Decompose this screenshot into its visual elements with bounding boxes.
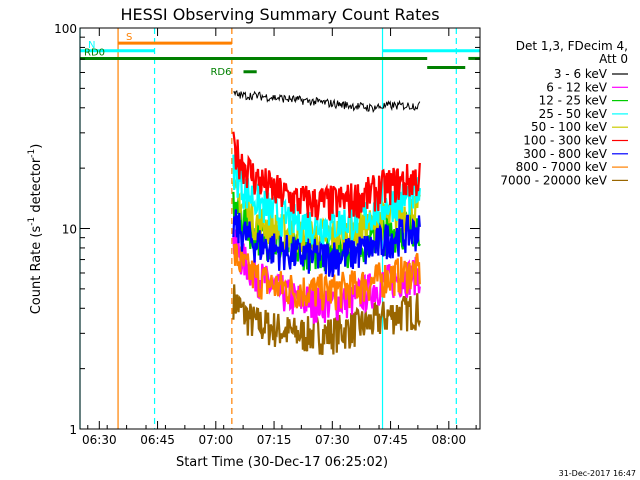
legend-label-8: 7000 - 20000 keV	[500, 173, 607, 187]
timestamp: 31-Dec-2017 16:47	[559, 469, 636, 478]
flag-label-rd0: RD0	[84, 47, 105, 58]
flag-label-s: S	[126, 32, 132, 43]
x-tick-label-1: 06:45	[140, 433, 175, 447]
legend-label-1: 6 - 12 keV	[546, 80, 608, 94]
series-line-25-50-kev	[232, 154, 421, 245]
chart-title: HESSI Observing Summary Count Rates	[120, 5, 439, 24]
x-tick-label-5: 07:45	[373, 433, 408, 447]
x-tick-label-3: 07:15	[257, 433, 292, 447]
flag-label-n: N	[88, 40, 95, 51]
y-tick-label-0: 1	[69, 423, 77, 437]
x-tick-label-0: 06:30	[82, 433, 117, 447]
x-tick-label-6: 08:00	[432, 433, 467, 447]
y-tick-label-2: 100	[54, 22, 77, 36]
y-axis-label: Count Rate (s-1 detector-1)	[27, 144, 44, 315]
legend-header-line1: Det 1,3, FDecim 4,	[516, 39, 628, 53]
y-axis: 1 10 100	[54, 22, 480, 437]
x-tick-label-4: 07:30	[315, 433, 350, 447]
legend-label-5: 100 - 300 keV	[523, 134, 607, 148]
plot-area: S N RD6 RD0	[79, 28, 480, 429]
legend-label-0: 3 - 6 keV	[554, 67, 608, 81]
x-tick-label-2: 07:00	[199, 433, 234, 447]
legend-label-3: 25 - 50 keV	[539, 107, 608, 121]
series-line-100-300-kev	[232, 131, 421, 221]
legend-label-7: 800 - 7000 keV	[516, 160, 608, 174]
legend-label-4: 50 - 100 keV	[531, 120, 608, 134]
flag-label-rd6: RD6	[210, 67, 231, 78]
legend-label-6: 300 - 800 keV	[523, 147, 607, 161]
x-axis-label: Start Time (30-Dec-17 06:25:02)	[176, 455, 388, 470]
series-line-6-12-kev	[232, 229, 421, 324]
series-line-800-7000-kev	[232, 243, 421, 311]
series-line-7000-20000-kev	[232, 284, 421, 356]
series-line-3-6-kev	[233, 90, 421, 113]
legend-header-line2: Att 0	[599, 52, 628, 66]
series-line-300-800-kev	[232, 209, 421, 278]
legend-label-2: 12 - 25 keV	[539, 94, 608, 108]
x-axis: 06:30 06:45 07:00 07:15 07:30 07:45 08:00	[82, 28, 477, 447]
y-tick-label-1: 10	[62, 223, 77, 237]
